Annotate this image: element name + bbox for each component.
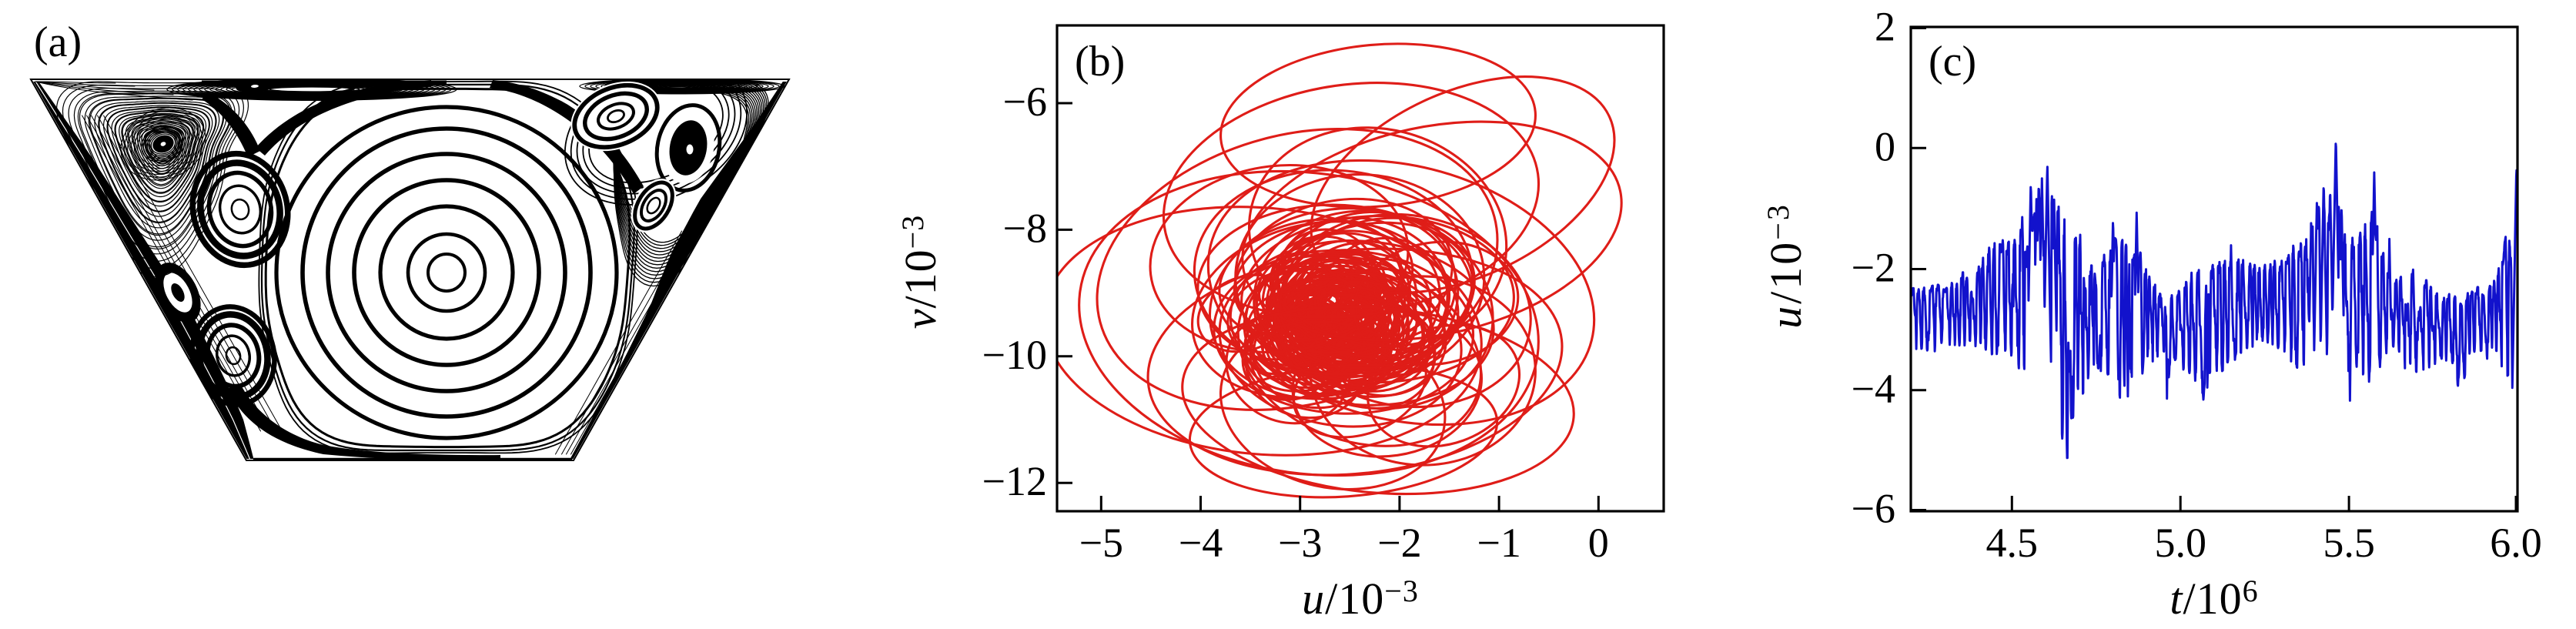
svg-text:−1: −1 — [1477, 520, 1521, 566]
svg-text:−4: −4 — [1852, 366, 1895, 412]
svg-text:−4: −4 — [1179, 520, 1223, 566]
svg-text:(b): (b) — [1075, 38, 1125, 85]
svg-text:−5: −5 — [1079, 520, 1123, 566]
svg-text:6.0: 6.0 — [2490, 520, 2542, 566]
svg-text:−12: −12 — [982, 458, 1047, 504]
svg-text:−2: −2 — [1377, 520, 1421, 566]
svg-text:(a): (a) — [34, 18, 82, 66]
svg-text:−8: −8 — [1003, 205, 1047, 251]
svg-text:−3: −3 — [1278, 520, 1322, 566]
svg-text:(c): (c) — [1929, 38, 1976, 85]
svg-text:5.0: 5.0 — [2154, 520, 2206, 566]
svg-text:−6: −6 — [1852, 486, 1895, 532]
svg-text:−10: −10 — [982, 332, 1047, 378]
svg-text:2: 2 — [1875, 4, 1895, 50]
svg-text:4.5: 4.5 — [1986, 520, 2039, 566]
svg-text:−6: −6 — [1003, 79, 1047, 125]
svg-text:−2: −2 — [1852, 245, 1895, 291]
svg-text:u/10−3: u/10−3 — [1761, 202, 1811, 329]
svg-text:t/106: t/106 — [2170, 574, 2258, 624]
svg-text:0: 0 — [1875, 123, 1895, 169]
svg-text:0: 0 — [1588, 520, 1609, 566]
svg-text:5.5: 5.5 — [2323, 520, 2375, 566]
